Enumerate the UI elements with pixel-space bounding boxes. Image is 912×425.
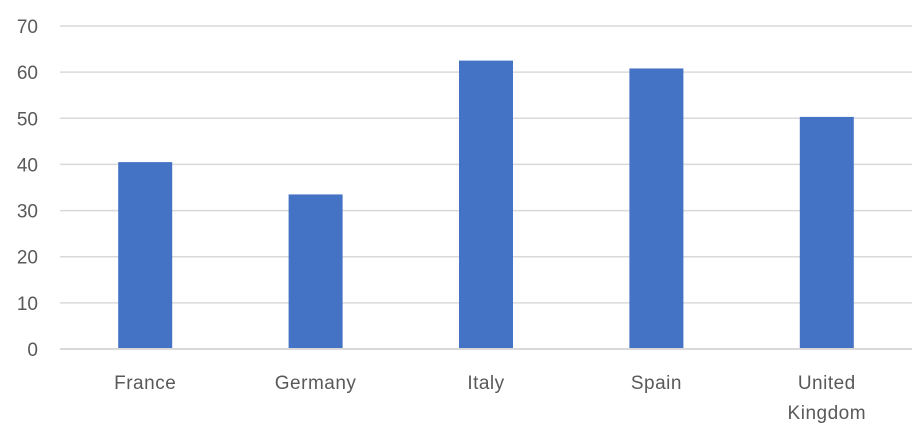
y-tick-label-30: 30 xyxy=(17,202,38,223)
y-tick-label-70: 70 xyxy=(17,17,38,38)
y-axis-tick-labels: 0 10 20 30 40 50 60 70 xyxy=(17,17,38,361)
x-category-label-italy: Italy xyxy=(467,373,504,394)
x-axis-category-labels: France Germany Italy Spain United Kingdom xyxy=(114,373,867,424)
bar-germany xyxy=(288,194,343,349)
x-category-label-spain: Spain xyxy=(631,373,682,394)
bar-spain xyxy=(629,68,684,350)
bars xyxy=(118,60,854,350)
y-tick-label-40: 40 xyxy=(17,155,38,176)
bar-italy xyxy=(459,60,513,349)
x-category-label-france: France xyxy=(114,373,176,394)
x-category-label-germany: Germany xyxy=(275,373,357,394)
y-tick-label-0: 0 xyxy=(27,340,38,361)
x-category-label-united-kingdom: United Kingdom xyxy=(788,373,867,424)
y-tick-label-60: 60 xyxy=(17,63,38,84)
y-tick-label-10: 10 xyxy=(17,294,38,315)
bar-united-kingdom xyxy=(799,116,854,349)
y-tick-label-20: 20 xyxy=(17,248,38,269)
bar-france xyxy=(118,162,173,349)
y-tick-label-50: 50 xyxy=(17,109,38,130)
